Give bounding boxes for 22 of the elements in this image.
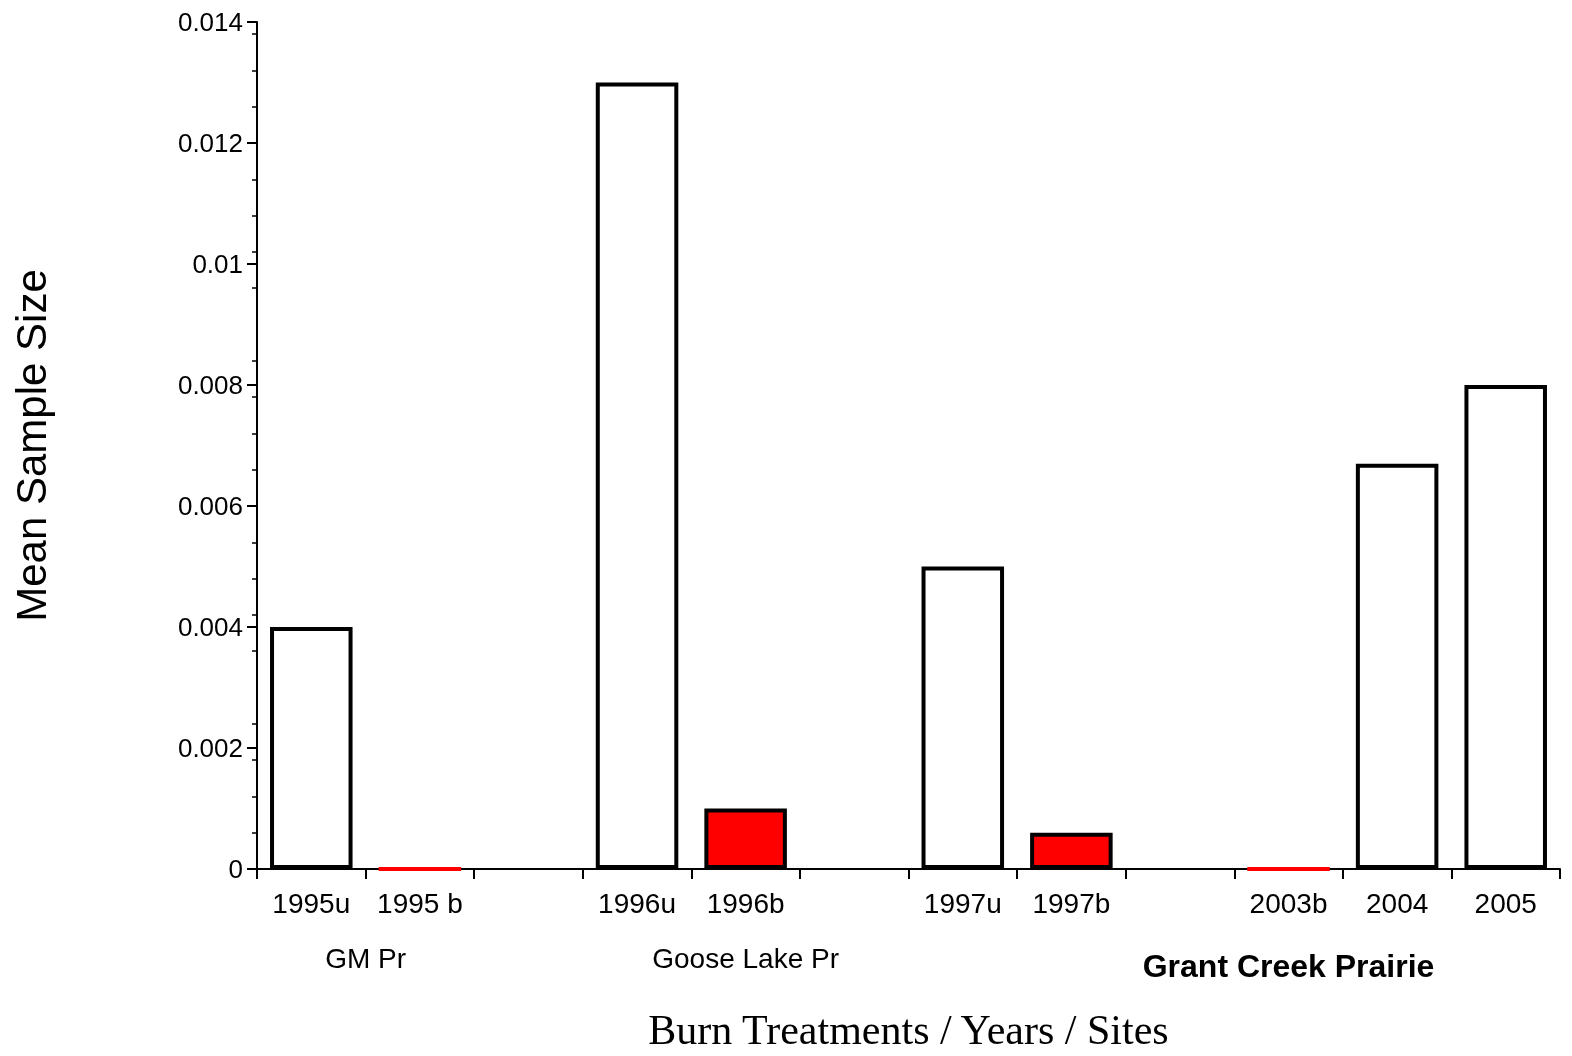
y-tick-label: 0.012 [177, 128, 243, 158]
x-tick-label: 2004 [1365, 887, 1429, 919]
y-tick-label: 0.01 [192, 249, 243, 279]
x-tick-label: 1996b [706, 887, 785, 919]
text: Goose Lake Pr [652, 942, 840, 974]
y-tick-label: 0.006 [177, 491, 243, 521]
x-axis-title: Burn Treatments / Years / Sites [648, 1007, 1169, 1053]
y-tick-label: 0.014 [177, 7, 243, 37]
x-tick-label: 1997u [923, 887, 1002, 919]
text: GM Pr [325, 942, 407, 974]
x-tick-label: 1995u [272, 887, 351, 919]
y-axis-title: Mean Sample Size [7, 269, 55, 622]
x-tick-label: 1995 b [377, 887, 463, 919]
x-tick-label: 1997b [1032, 887, 1111, 919]
y-tick-label: 0.004 [177, 612, 243, 642]
x-tick-label: 1996u [598, 887, 676, 919]
text: Grant Creek Prairie [1142, 948, 1435, 984]
y-tick-label: 0.002 [177, 733, 243, 763]
x-tick-label: 2003b [1249, 887, 1328, 919]
y-tick-label: 0.008 [177, 370, 243, 400]
y-tick-label: 0 [228, 854, 243, 884]
x-tick-label: 2005 [1474, 887, 1537, 919]
